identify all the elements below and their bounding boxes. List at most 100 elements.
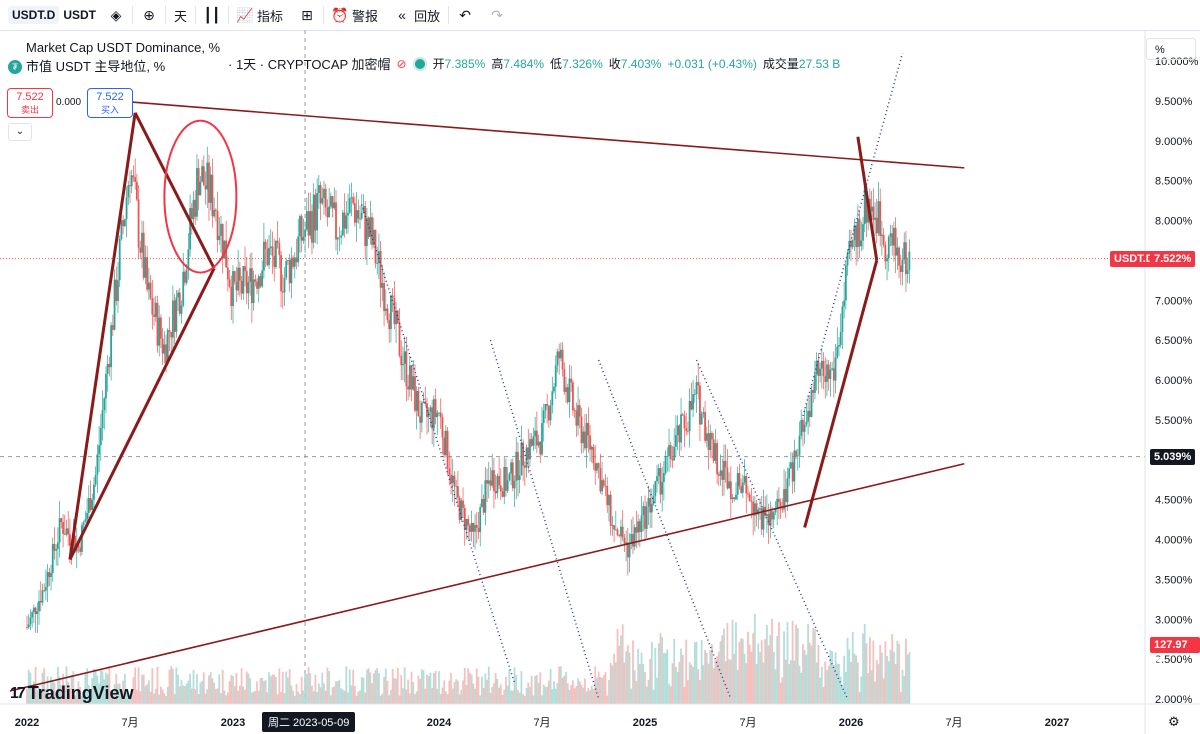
candle-body <box>687 430 689 432</box>
volume-bar <box>158 694 161 704</box>
volume-bar <box>106 674 109 704</box>
volume-bar <box>896 640 899 704</box>
volume-bar <box>493 683 495 704</box>
buy-button[interactable]: 7.522 买入 <box>87 88 133 118</box>
candle-body <box>38 601 40 612</box>
volume-label: 成交量 <box>762 57 799 71</box>
volume-bar <box>202 672 205 704</box>
candle-body <box>668 445 670 457</box>
volume-bar <box>312 691 315 704</box>
candle-body <box>438 412 440 414</box>
price-chart[interactable]: 10.000%9.500%9.000%8.500%8.000%7.500%7.0… <box>0 30 1200 734</box>
volume-bar <box>899 692 902 704</box>
candle-body <box>578 405 581 417</box>
candle-body <box>206 162 209 190</box>
candle-body <box>153 314 155 317</box>
indicators-button[interactable]: 📈 指标 <box>229 0 291 30</box>
volume-bar <box>357 691 360 704</box>
candle-body <box>874 217 876 221</box>
candle-body <box>199 181 202 196</box>
candle-body <box>487 480 490 484</box>
candle-body <box>283 277 286 293</box>
plus-circle-icon: ⊕ <box>143 6 155 23</box>
candle-body <box>518 475 521 481</box>
candle-body <box>323 188 325 199</box>
candle-body <box>180 305 183 314</box>
volume-bar <box>681 654 684 704</box>
volume-bar <box>98 683 100 704</box>
volume-bar <box>130 689 133 704</box>
candle-body <box>702 412 705 414</box>
candle-body <box>82 522 85 526</box>
candle-body <box>812 389 815 393</box>
layouts-button[interactable]: ⊞ <box>291 0 323 30</box>
volume-bar <box>906 654 909 704</box>
volume-bar <box>281 671 284 704</box>
candle-body <box>432 399 435 429</box>
volume-bar <box>364 692 367 704</box>
volume-bar <box>851 631 854 704</box>
volume-bar <box>321 672 324 704</box>
candle-body <box>333 202 336 209</box>
redo-button[interactable]: ↷ <box>481 0 513 30</box>
volume-bar <box>434 671 437 704</box>
candle-body <box>149 282 152 299</box>
replay-button[interactable]: « 回放 <box>386 0 448 30</box>
candle-body <box>317 185 320 193</box>
symbol-search-button[interactable]: USDT.D USDT <box>4 4 100 26</box>
candle-body <box>652 496 655 504</box>
collapse-legend-button[interactable]: ⌄ <box>8 123 32 141</box>
candle-body <box>175 297 178 332</box>
candle-body <box>901 259 904 273</box>
candle-body <box>55 548 58 551</box>
chart-type-button[interactable]: ┃┃ <box>196 0 228 30</box>
volume-bar <box>390 689 392 704</box>
price-axis-unit-selector[interactable]: % <box>1146 38 1196 60</box>
volume-bar <box>70 675 73 704</box>
candle-body <box>431 407 434 429</box>
candle-body <box>451 475 454 483</box>
volume-bar <box>704 649 706 704</box>
compare-button[interactable]: ⊕ <box>133 0 165 30</box>
candle-body <box>728 481 731 489</box>
interval-button[interactable]: 天 <box>166 0 195 30</box>
volume-bar <box>597 671 600 704</box>
volume-bar <box>630 688 633 704</box>
settings-gear-icon[interactable]: ⚙ <box>1168 714 1180 729</box>
volume-bar <box>384 668 387 704</box>
upper-trendline <box>116 100 965 169</box>
volume-bar <box>244 689 246 704</box>
tradingview-logo[interactable]: 17 TradingView <box>10 683 134 704</box>
candle-body <box>800 419 803 436</box>
volume-bar <box>305 674 308 704</box>
sell-label: 卖出 <box>20 105 39 115</box>
candle-body <box>436 412 439 418</box>
candle-body <box>553 386 555 392</box>
undo-button[interactable]: ↶ <box>449 0 481 30</box>
volume-bar <box>151 668 154 704</box>
volume-bar <box>376 667 379 704</box>
volume-bar <box>580 684 583 704</box>
candle-body <box>870 206 873 212</box>
candle-body <box>182 271 185 306</box>
chevron-down-icon: ⌄ <box>15 126 25 137</box>
candle-body <box>748 494 751 502</box>
volume-bar <box>479 695 482 704</box>
candle-body <box>268 247 270 266</box>
volume-bar <box>728 659 731 704</box>
volume-bar <box>316 691 319 704</box>
volume-bar <box>247 673 250 704</box>
candle-body <box>166 330 169 364</box>
favorite-button[interactable]: ◈ <box>100 0 132 30</box>
volume-bar <box>50 676 52 704</box>
volume-bar <box>218 674 221 704</box>
volume-bar <box>292 690 294 704</box>
volume-bar <box>311 685 313 704</box>
volume-bar <box>475 668 478 704</box>
volume-bar <box>209 672 212 704</box>
eye-icon[interactable]: ⊘ <box>396 56 407 71</box>
candle-body <box>671 458 674 461</box>
alert-button[interactable]: ⏰ 警报 <box>324 0 386 30</box>
sell-button[interactable]: 7.522 卖出 <box>7 88 53 118</box>
volume-bar <box>51 681 54 704</box>
